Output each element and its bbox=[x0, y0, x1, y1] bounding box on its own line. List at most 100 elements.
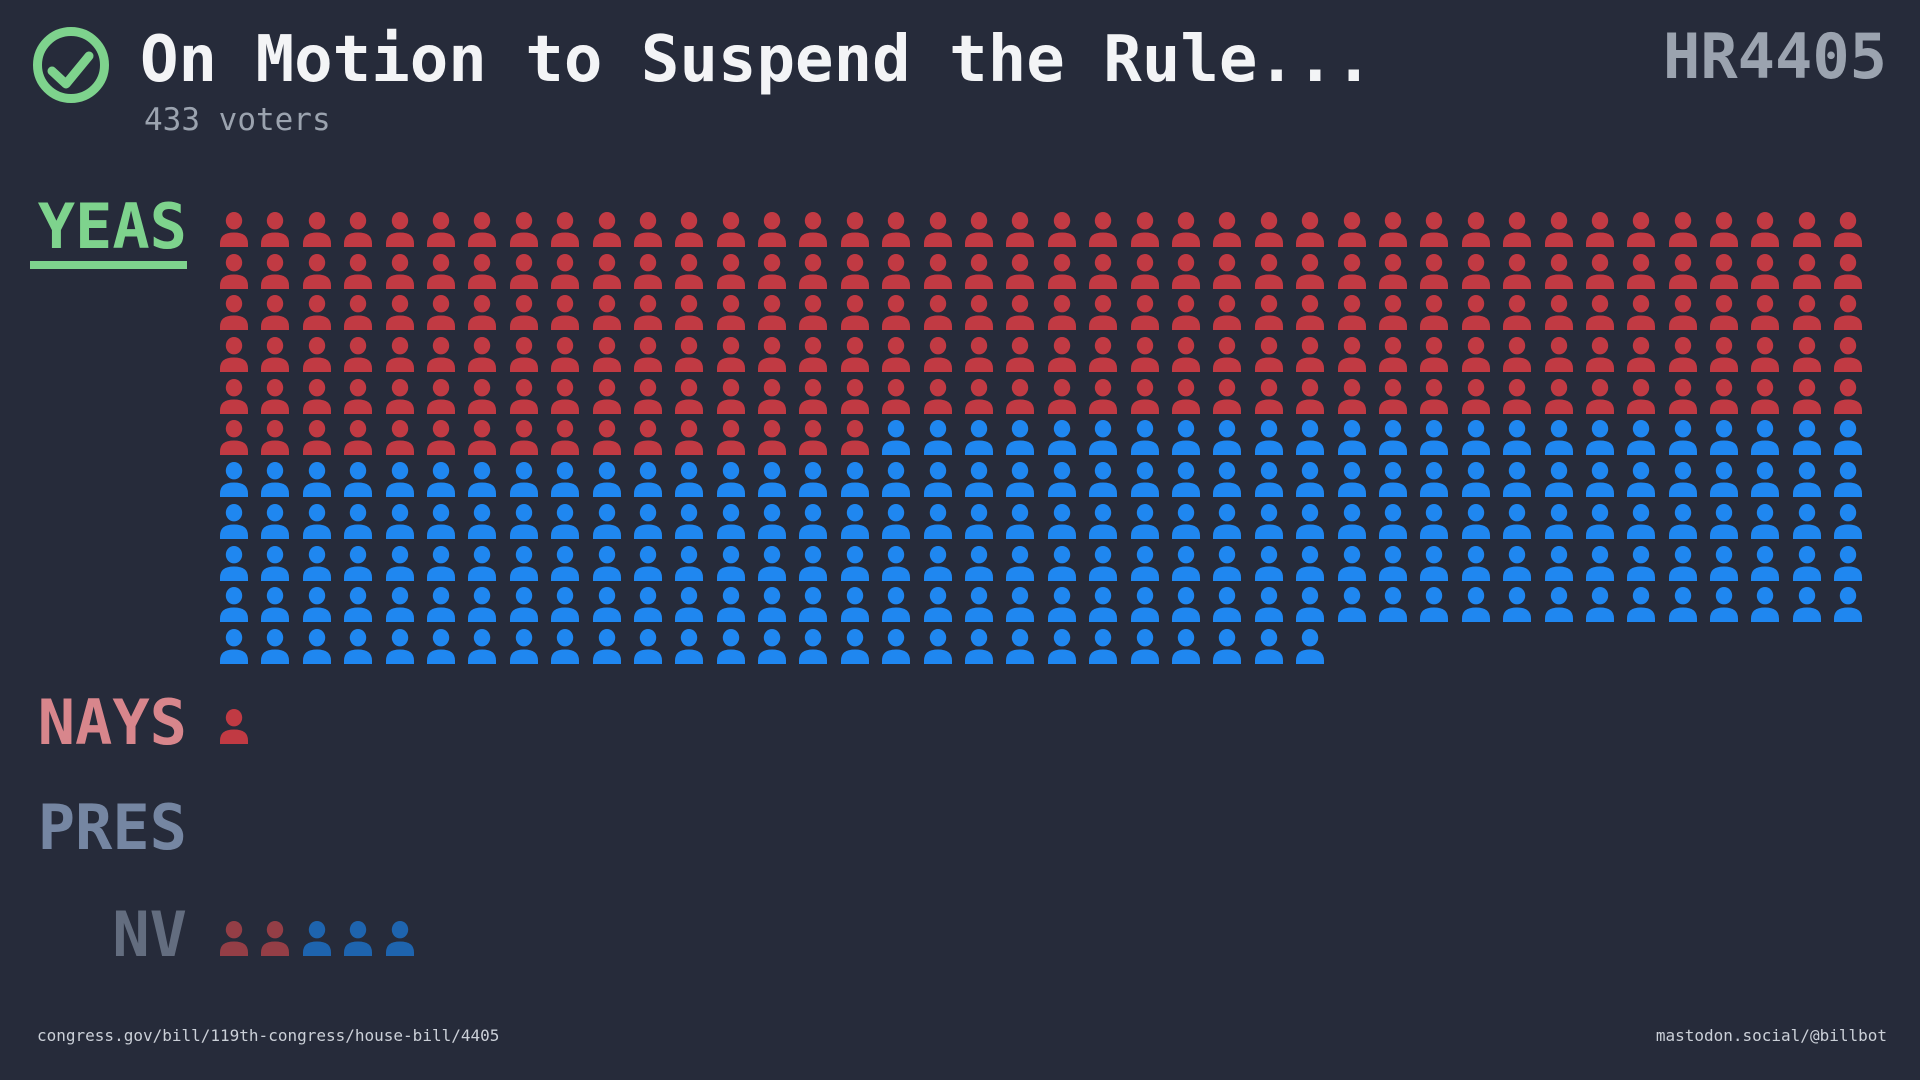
person-icon bbox=[1585, 378, 1626, 421]
person-icon bbox=[509, 420, 550, 462]
person-icon bbox=[219, 420, 260, 462]
person-icon bbox=[343, 420, 384, 462]
person-icon bbox=[343, 462, 384, 504]
person-icon bbox=[1709, 253, 1750, 296]
person-icon bbox=[1005, 545, 1046, 588]
person-icon bbox=[1337, 587, 1378, 629]
person-icon bbox=[1544, 212, 1585, 254]
person-icon bbox=[1295, 545, 1336, 588]
person-icon bbox=[1378, 503, 1419, 546]
person-icon bbox=[1130, 295, 1171, 337]
person-icon bbox=[1171, 253, 1212, 296]
person-icon bbox=[1833, 587, 1874, 629]
person-icon bbox=[1502, 462, 1543, 504]
person-icon bbox=[674, 503, 715, 546]
person-icon bbox=[1709, 587, 1750, 629]
person-icon bbox=[840, 212, 881, 254]
person-icon bbox=[467, 420, 508, 462]
yeas-icon-grid bbox=[219, 212, 1875, 671]
person-icon bbox=[1130, 420, 1171, 462]
person-icon bbox=[385, 378, 426, 421]
person-icon bbox=[260, 212, 301, 254]
person-icon bbox=[550, 545, 591, 588]
person-icon bbox=[1378, 462, 1419, 504]
person-icon bbox=[1668, 587, 1709, 629]
person-icon bbox=[1212, 503, 1253, 546]
person-icon bbox=[964, 378, 1005, 421]
person-icon bbox=[923, 212, 964, 254]
person-icon bbox=[1419, 295, 1460, 337]
pres-label: PRES bbox=[37, 791, 187, 864]
person-icon bbox=[1005, 378, 1046, 421]
person-icon bbox=[1585, 587, 1626, 629]
person-icon bbox=[1088, 587, 1129, 629]
person-icon bbox=[1088, 378, 1129, 421]
person-icon bbox=[1750, 337, 1791, 379]
person-icon bbox=[1626, 337, 1667, 379]
person-icon bbox=[1212, 212, 1253, 254]
person-icon bbox=[1337, 295, 1378, 337]
person-icon bbox=[509, 253, 550, 296]
person-icon bbox=[1419, 212, 1460, 254]
person-icon bbox=[302, 212, 343, 254]
person-icon bbox=[964, 253, 1005, 296]
person-icon bbox=[509, 587, 550, 629]
person-icon bbox=[1419, 587, 1460, 629]
person-icon bbox=[1750, 212, 1791, 254]
person-icon bbox=[1005, 295, 1046, 337]
person-icon bbox=[1585, 462, 1626, 504]
person-icon bbox=[426, 545, 467, 588]
person-icon bbox=[1461, 212, 1502, 254]
person-icon bbox=[467, 587, 508, 629]
person-icon bbox=[881, 337, 922, 379]
person-icon bbox=[1833, 337, 1874, 379]
person-icon bbox=[426, 420, 467, 462]
person-icon bbox=[302, 462, 343, 504]
person-icon bbox=[1544, 295, 1585, 337]
person-icon bbox=[633, 462, 674, 504]
person-icon bbox=[1378, 587, 1419, 629]
person-icon bbox=[1668, 503, 1709, 546]
person-icon bbox=[467, 295, 508, 337]
person-icon bbox=[260, 503, 301, 546]
person-icon bbox=[1502, 212, 1543, 254]
person-icon bbox=[1337, 378, 1378, 421]
person-icon bbox=[509, 545, 550, 588]
person-icon bbox=[1792, 253, 1833, 296]
person-icon bbox=[1005, 253, 1046, 296]
person-icon bbox=[1461, 295, 1502, 337]
person-icon bbox=[964, 503, 1005, 546]
person-icon bbox=[509, 462, 550, 504]
person-icon bbox=[426, 587, 467, 629]
person-icon bbox=[260, 253, 301, 296]
person-icon bbox=[674, 420, 715, 462]
person-icon bbox=[757, 378, 798, 421]
person-icon bbox=[219, 587, 260, 629]
person-icon bbox=[467, 253, 508, 296]
person-icon bbox=[1792, 503, 1833, 546]
person-icon bbox=[1212, 295, 1253, 337]
person-icon bbox=[1088, 337, 1129, 379]
person-icon bbox=[1668, 545, 1709, 588]
person-icon bbox=[302, 378, 343, 421]
person-icon bbox=[1005, 628, 1046, 671]
person-icon bbox=[302, 253, 343, 296]
person-icon bbox=[1709, 503, 1750, 546]
person-icon bbox=[1544, 587, 1585, 629]
person-icon bbox=[592, 378, 633, 421]
person-icon bbox=[1419, 420, 1460, 462]
person-icon bbox=[1088, 253, 1129, 296]
person-icon bbox=[1502, 295, 1543, 337]
person-icon bbox=[1337, 545, 1378, 588]
person-icon bbox=[1047, 295, 1088, 337]
person-icon bbox=[1212, 587, 1253, 629]
person-icon bbox=[964, 462, 1005, 504]
person-icon bbox=[1461, 587, 1502, 629]
person-icon bbox=[964, 212, 1005, 254]
person-icon bbox=[633, 503, 674, 546]
person-icon bbox=[1088, 212, 1129, 254]
person-icon bbox=[1585, 212, 1626, 254]
person-icon bbox=[757, 545, 798, 588]
person-icon bbox=[840, 253, 881, 296]
person-icon bbox=[1709, 545, 1750, 588]
